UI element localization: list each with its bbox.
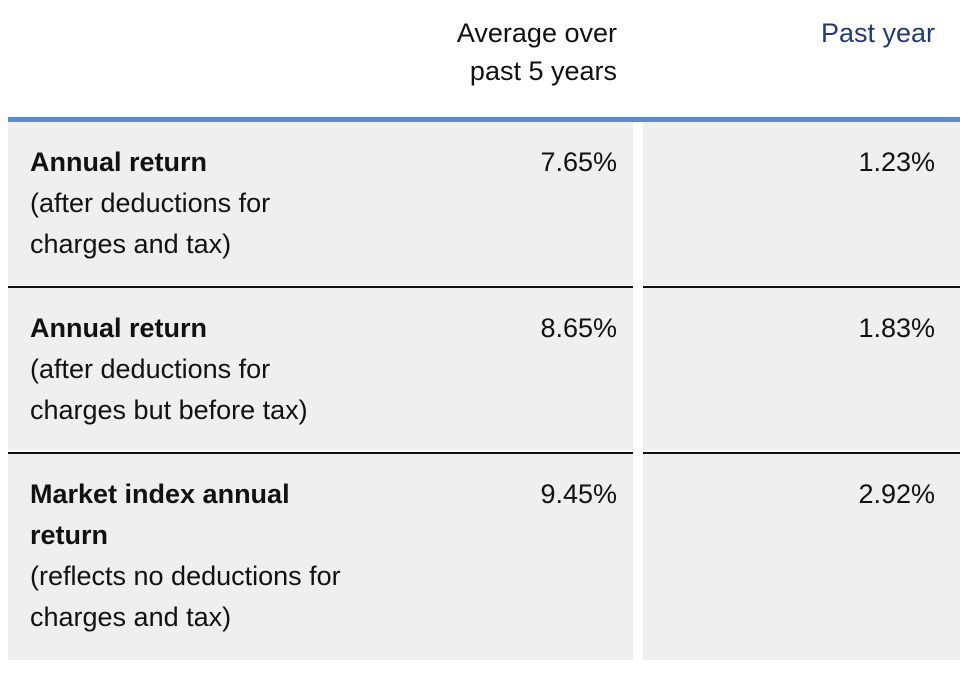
row-cell (8, 288, 633, 450)
row-title: Market index annual return (30, 479, 290, 550)
row-label: Annual return (after deductions for charg… (30, 142, 360, 265)
row-note: (reflects no deductions for charges and … (30, 561, 341, 632)
row-cell (643, 454, 960, 660)
value: 1.23% (858, 147, 935, 177)
row-label: Annual return (after deductions for charg… (30, 308, 360, 431)
row-rule (8, 286, 633, 288)
row-title: Annual return (30, 147, 208, 177)
row-rule (8, 452, 633, 454)
header-rule (8, 117, 960, 122)
value: 9.45% (540, 479, 617, 509)
value: 2.92% (858, 479, 935, 509)
value: 8.65% (540, 313, 617, 343)
row-note: (after deductions for charges and tax) (30, 188, 271, 259)
column-header: Average over past 5 years (456, 18, 617, 86)
row-title: Annual return (30, 313, 208, 343)
row-cell (8, 122, 633, 285)
row-rule (643, 452, 960, 454)
row-cell (643, 122, 960, 285)
value: 7.65% (540, 147, 617, 177)
row-rule (643, 286, 960, 288)
row-cell (643, 288, 960, 450)
column-header: Past year (820, 18, 935, 48)
row-cell (8, 454, 633, 660)
row-label: Market index annual return (reflects no d… (30, 474, 360, 638)
value: 1.83% (858, 313, 935, 343)
row-note: (after deductions for charges but before… (30, 354, 308, 425)
